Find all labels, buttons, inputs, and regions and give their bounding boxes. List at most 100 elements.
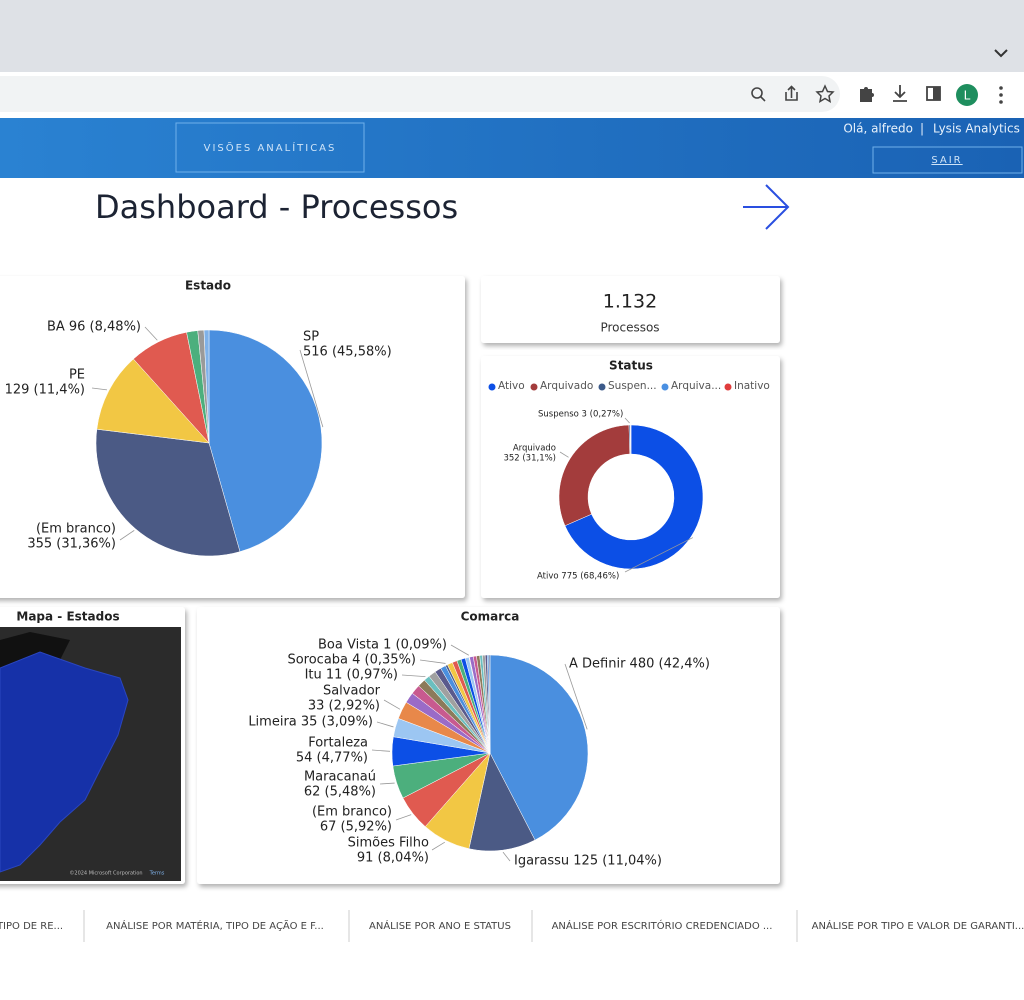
leader-line <box>401 674 426 678</box>
page-tab[interactable]: ANÁLISE POR ANO E STATUS <box>369 919 511 932</box>
greeting: Olá, alfredo <box>843 122 913 136</box>
logout-label: SAIR <box>931 155 962 166</box>
card <box>481 356 780 598</box>
chart-title: Estado <box>185 279 231 293</box>
data-label: Limeira 35 (3,09%) <box>248 715 373 730</box>
page-tab[interactable]: ANÁLISE POR ESCRITÓRIO CREDENCIADO ... <box>552 919 773 932</box>
map-title: Mapa - Estados <box>16 610 119 624</box>
chart-title: Comarca <box>461 610 520 624</box>
nav-button-label: VISÕES ANALÍTICAS <box>204 141 337 154</box>
tab-strip <box>0 0 1024 72</box>
data-label: Ativo 775 (68,46%) <box>537 572 619 582</box>
legend-marker <box>661 383 669 391</box>
leader-line <box>395 814 412 821</box>
separator: | <box>920 122 924 136</box>
map-terms[interactable]: Terms <box>149 871 165 877</box>
legend-marker <box>724 383 732 391</box>
data-label: Maracanaú <box>304 770 376 785</box>
legend-marker <box>598 383 606 391</box>
leader-line <box>419 659 446 664</box>
pie-slice <box>95 428 241 557</box>
kpi-label: Processos <box>600 321 659 335</box>
data-label: Fortaleza <box>308 736 368 751</box>
data-label: Sorocaba 4 (0,35%) <box>287 653 416 668</box>
legend-label: Arquivado <box>540 380 593 392</box>
tab-menu-icon[interactable] <box>994 49 1008 58</box>
map-attribution: ©2024 Microsoft Corporation <box>69 870 142 877</box>
pie-slice <box>96 358 210 444</box>
nav-button[interactable] <box>175 122 365 173</box>
legend-label: Suspen... <box>608 380 657 392</box>
zoom-icon <box>760 96 766 102</box>
leader-line <box>431 841 446 851</box>
kpi-value: 1.132 <box>603 291 657 313</box>
leader-line <box>119 530 135 541</box>
data-label: 352 (31,1%) <box>503 454 556 464</box>
data-label: Itu 11 (0,97%) <box>305 668 398 683</box>
leader-line <box>379 782 395 785</box>
app-header <box>0 118 1024 178</box>
data-label: Boa Vista 1 (0,09%) <box>318 638 447 653</box>
legend-label: Arquiva... <box>671 380 721 392</box>
page-title: Dashboard - Processos <box>95 188 458 226</box>
pie-slice <box>468 752 536 852</box>
legend-label: Ativo <box>498 380 525 392</box>
bookmark-icon[interactable] <box>815 84 835 103</box>
card <box>481 276 780 343</box>
data-label: Arquivado <box>513 444 556 454</box>
leader-line <box>559 451 569 458</box>
leader-line <box>383 699 401 710</box>
leader-line <box>564 663 588 730</box>
map-region <box>0 651 129 873</box>
leader-line <box>624 537 694 573</box>
data-label: PE <box>69 368 85 383</box>
zoom-icon[interactable] <box>751 87 763 99</box>
leader-line <box>624 417 630 424</box>
avatar[interactable] <box>956 84 978 106</box>
data-label: (Em branco) <box>36 522 116 537</box>
data-label: Simões Filho <box>348 836 429 851</box>
pie-slice <box>489 654 589 841</box>
share-icon[interactable] <box>785 85 798 101</box>
extensions-icon[interactable] <box>860 87 874 102</box>
leader-line <box>91 387 108 391</box>
leader-line <box>299 349 324 428</box>
data-label: (Em branco) <box>312 805 392 820</box>
data-label: SP <box>303 330 319 345</box>
data-label: Suspenso 3 (0,27%) <box>538 410 623 420</box>
leader-line <box>144 326 158 341</box>
legend-marker <box>530 383 538 391</box>
leader-line <box>376 721 394 728</box>
leader-line <box>371 749 391 752</box>
leader-line <box>502 851 511 862</box>
legend-marker <box>488 383 496 391</box>
next-arrow[interactable] <box>743 184 790 230</box>
data-label: 129 (11,4%) <box>5 383 85 398</box>
avatar-letter: L <box>964 89 971 103</box>
data-label: 33 (2,92%) <box>308 699 380 714</box>
menu-dot <box>999 100 1003 104</box>
pie-slice <box>208 329 323 552</box>
brand: Lysis Analytics <box>933 122 1020 136</box>
page-tab[interactable]: ANÁLISE POR MATÉRIA, TIPO DE AÇÃO E F... <box>106 919 324 932</box>
menu-dot <box>999 93 1003 97</box>
sidebar-icon <box>933 87 940 100</box>
menu-dot[interactable] <box>999 86 1003 90</box>
page-tab[interactable]: TIPO DE RE... <box>0 921 63 932</box>
data-label: 91 (8,04%) <box>357 851 429 866</box>
data-label: 67 (5,92%) <box>320 820 392 835</box>
data-label: A Definir 480 (42,4%) <box>569 657 710 672</box>
chart-title: Status <box>609 359 653 373</box>
logout-button[interactable] <box>872 146 1023 174</box>
data-label: 54 (4,77%) <box>296 751 368 766</box>
data-label: BA 96 (8,48%) <box>47 320 141 335</box>
download-icon[interactable] <box>893 85 907 102</box>
pie-slice <box>488 654 491 754</box>
address-bar[interactable] <box>0 76 840 112</box>
page-tab[interactable]: ANÁLISE POR TIPO E VALOR DE GARANTI... <box>812 919 1024 932</box>
data-label: Salvador <box>323 684 381 699</box>
legend-label: Inativo <box>734 380 770 392</box>
pie-slice <box>564 424 704 570</box>
